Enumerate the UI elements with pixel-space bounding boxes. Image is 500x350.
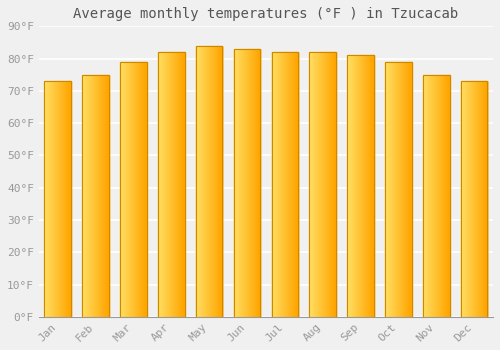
Bar (461, 81, 487, 317)
Bar (348, 55, 374, 317)
Title: Average monthly temperatures (°F ) in Tzucacab: Average monthly temperatures (°F ) in Tz… (74, 7, 458, 21)
Bar (234, 49, 260, 317)
Bar (272, 52, 298, 317)
Bar (196, 46, 222, 317)
Bar (423, 75, 450, 317)
Bar (44, 81, 71, 317)
Bar (310, 52, 336, 317)
Bar (385, 62, 411, 317)
Bar (158, 52, 184, 317)
Bar (120, 62, 146, 317)
Bar (82, 75, 109, 317)
